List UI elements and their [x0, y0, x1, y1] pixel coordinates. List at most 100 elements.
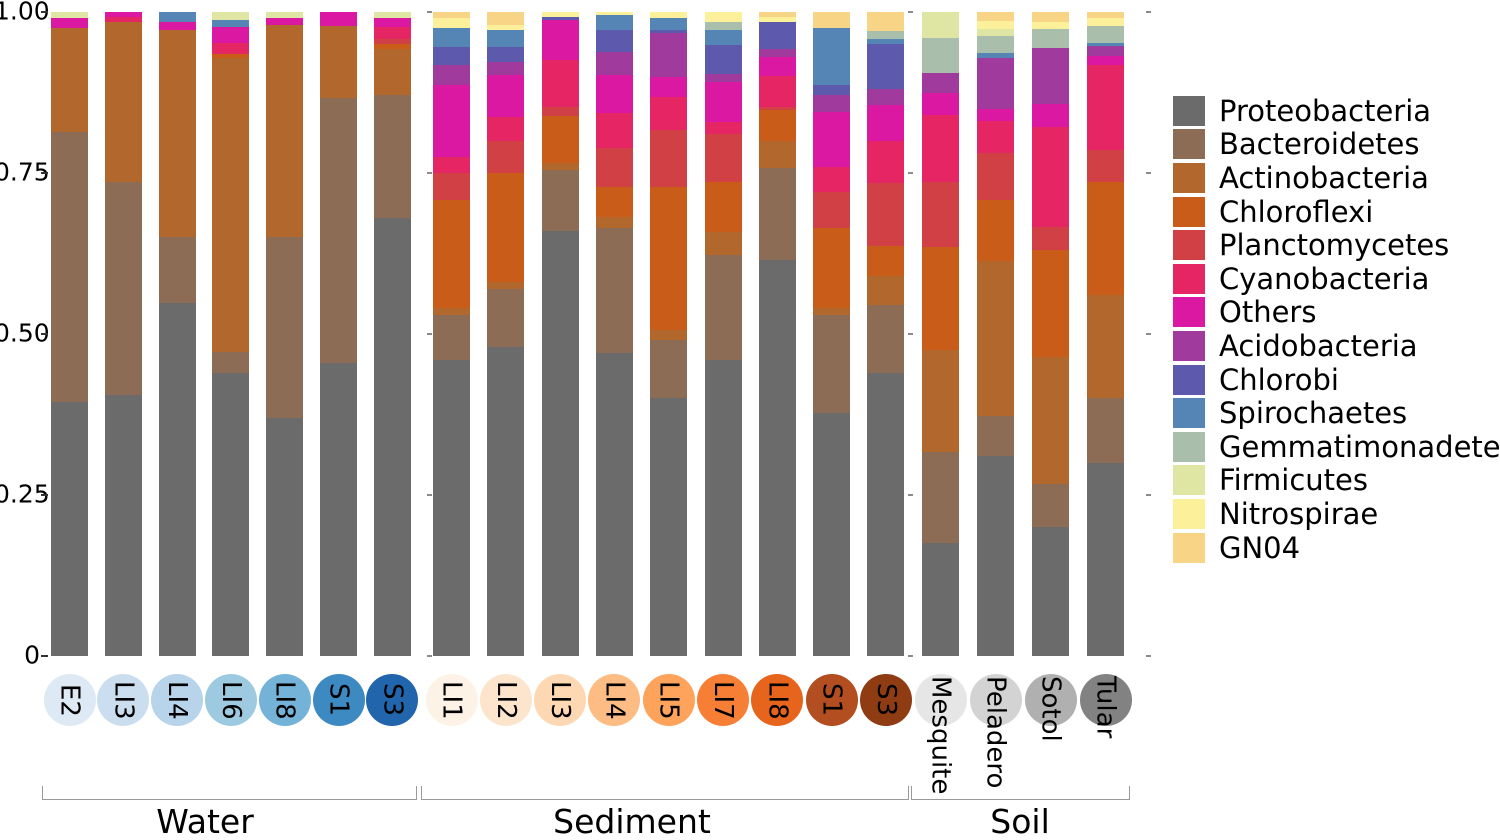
legend-label: Planctomycetes [1219, 228, 1450, 263]
bar-segment-proteobacteria [595, 352, 633, 656]
bar-segment-gemmatimonadetes [1087, 25, 1124, 43]
bar-segment-proteobacteria [977, 455, 1014, 656]
bar-segment-actinobacteria [104, 21, 142, 183]
sample-label-LI5: LI5 [654, 671, 684, 729]
bar-segment-acidobacteria [922, 72, 959, 94]
bar-soil-Tular [1087, 12, 1124, 656]
legend-row-proteobacteria: Proteobacteria [1173, 94, 1500, 128]
sample-label-S3: S3 [377, 671, 407, 729]
bar-segment-actinobacteria [158, 29, 196, 238]
bar-sediment-S1 [813, 12, 851, 656]
bar-segment-actinobacteria [650, 329, 688, 341]
legend-row-planctomycetes: Planctomycetes [1173, 228, 1500, 262]
facet-tick-mark [908, 655, 913, 657]
bar-segment-chlorobi [813, 84, 851, 96]
bar-segment-actinobacteria [433, 307, 470, 315]
legend-row-cyanobacteria: Cyanobacteria [1173, 262, 1500, 296]
sample-circle-S1 [312, 674, 365, 726]
bar-sediment-LI4 [595, 12, 633, 656]
bar-segment-chloroflexi [758, 109, 796, 141]
bar-segment-planctomycetes [433, 172, 470, 201]
legend-label: Firmicutes [1219, 463, 1368, 498]
bar-sediment-LI3 [541, 12, 579, 656]
sample-label-text: LI8 [269, 680, 300, 720]
bar-segment-proteobacteria [758, 259, 796, 656]
y-tick-mark [41, 172, 48, 174]
sample-label-text: Tular [1090, 676, 1121, 739]
bar-segment-others [595, 74, 633, 114]
bar-segment-planctomycetes [867, 182, 905, 246]
facet-tick-mark [427, 655, 432, 657]
bar-segment-others [320, 12, 357, 27]
bar-segment-chloroflexi [433, 199, 470, 309]
bar-segment-spirochaetes [977, 52, 1014, 58]
sample-circle-LI8 [751, 674, 804, 726]
facet-tick-mark [908, 11, 913, 13]
bar-segment-actinobacteria [922, 349, 959, 452]
group-bracket-soil [911, 786, 1130, 800]
sample-label-text: Mesquite [925, 676, 956, 795]
bar-segment-spirochaetes [704, 29, 742, 45]
bar-segment-bacteroidetes [487, 288, 525, 347]
bar-segment-spirochaetes [650, 18, 688, 31]
bar-segment-cyanobacteria [212, 42, 250, 54]
facet-tick-mark [908, 494, 913, 496]
bar-segment-proteobacteria [1087, 462, 1124, 656]
bar-segment-others [922, 92, 959, 116]
bar-segment-cyanobacteria [433, 156, 470, 173]
bar-segment-spirochaetes [867, 38, 905, 45]
y-tick-mark [41, 655, 48, 657]
legend-swatch-planctomycetes [1173, 230, 1205, 261]
bar-segment-nitrospirae [650, 12, 688, 19]
legend-swatch-bacteroidetes [1173, 129, 1205, 160]
legend-row-bacteroidetes: Bacteroidetes [1173, 127, 1500, 161]
bar-segment-chlorobi [433, 46, 470, 65]
group-bracket-water [42, 786, 417, 800]
bar-segment-planctomycetes [704, 133, 742, 183]
bar-segment-gemmatimonadetes [867, 30, 905, 40]
bar-segment-proteobacteria [320, 362, 357, 656]
bar-segment-cyanobacteria [487, 116, 525, 141]
bar-segment-spirochaetes [158, 12, 196, 22]
bar-segment-others [758, 56, 796, 77]
bar-segment-bacteroidetes [977, 416, 1014, 457]
bar-segment-chloroflexi [977, 199, 1014, 262]
bar-segment-planctomycetes [758, 106, 796, 110]
sample-label-LI1: LI1 [437, 671, 467, 729]
bar-segment-chloroflexi [595, 186, 633, 217]
bar-segment-others [1032, 103, 1069, 128]
bar-segment-others [51, 18, 88, 29]
bar-segment-bacteroidetes [704, 254, 742, 360]
bar-segment-nitrospirae [1032, 21, 1069, 29]
legend-swatch-cyanobacteria [1173, 263, 1205, 294]
bar-segment-acidobacteria [1087, 45, 1124, 56]
bar-segment-bacteroidetes [1087, 398, 1124, 463]
bar-segment-cyanobacteria [541, 59, 579, 107]
bar-segment-gn04 [867, 12, 905, 32]
bar-segment-proteobacteria [541, 230, 579, 656]
sample-label-LI6: LI6 [216, 671, 246, 729]
sample-label-text: LI7 [708, 680, 738, 720]
sample-label-LI8: LI8 [762, 671, 792, 729]
sample-label-E2: E2 [55, 671, 85, 729]
bar-segment-chloroflexi [1032, 249, 1069, 357]
bar-segment-gn04 [813, 12, 851, 29]
bar-segment-gn04 [758, 12, 796, 17]
bar-segment-actinobacteria [487, 282, 525, 289]
sample-circle-LI5 [642, 674, 695, 726]
bar-segment-others [158, 21, 196, 31]
sample-label-S1: S1 [817, 671, 847, 729]
bar-segment-planctomycetes [541, 106, 579, 117]
bar-segment-nitrospirae [541, 12, 579, 18]
legend-row-chloroflexi: Chloroflexi [1173, 195, 1500, 229]
legend-label: Proteobacteria [1219, 93, 1432, 128]
sample-circle-Sotol [1024, 674, 1077, 726]
bar-segment-acidobacteria [433, 64, 470, 85]
sample-circle-LI8 [258, 674, 311, 726]
bar-segment-bacteroidetes [212, 351, 250, 373]
bar-segment-firmicutes [977, 28, 1014, 37]
bar-segment-chlorobi [704, 44, 742, 74]
bar-segment-chlorobi [595, 29, 633, 52]
bar-segment-others [541, 19, 579, 61]
bar-segment-chloroflexi [867, 245, 905, 277]
